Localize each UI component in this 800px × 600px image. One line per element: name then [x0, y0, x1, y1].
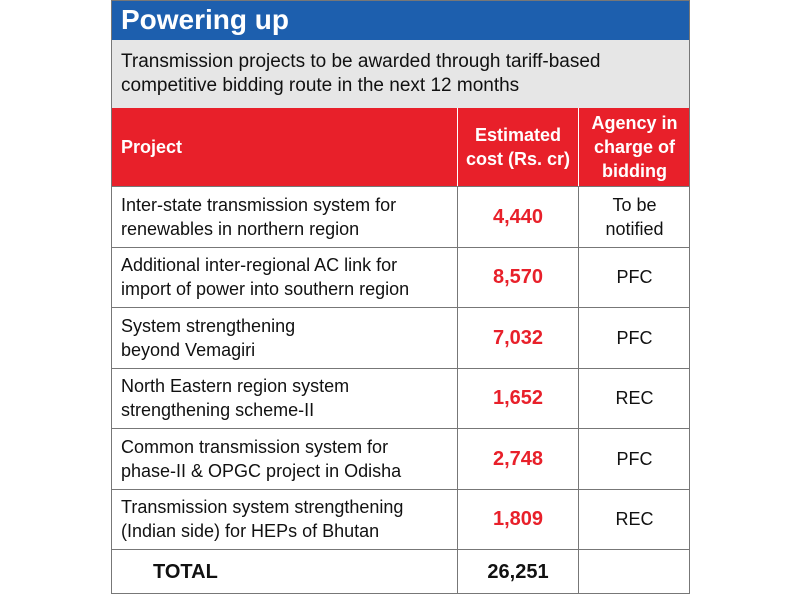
project-line: Common transmission system for: [121, 436, 389, 457]
header-cell: Estimated cost (Rs. cr): [457, 108, 578, 186]
table-card: Powering up Transmission projects to be a…: [111, 0, 690, 594]
agency-line: REC: [615, 509, 654, 530]
subtitle-band: Transmission projects to be awarded thro…: [111, 40, 690, 108]
project-line: renewables in northern region: [121, 218, 360, 239]
agency-cell: To be notified: [578, 186, 690, 247]
project-line: Inter-state transmission system for: [121, 194, 397, 215]
cost-cell: 1,809: [457, 488, 578, 549]
cost-value: 1,652: [492, 387, 544, 410]
agency-cell: REC: [578, 488, 690, 549]
title: Powering up: [121, 4, 289, 35]
total-label-cell: TOTAL: [111, 549, 457, 594]
column-header: Agency in: [591, 113, 678, 133]
cost-value: 4,440: [492, 205, 544, 228]
agency-cell: PFC: [578, 307, 690, 368]
total-cost: 26,251: [487, 561, 549, 583]
cost-cell: 4,440: [457, 186, 578, 247]
project-line: beyond Vemagiri: [121, 339, 256, 360]
title-bar: Powering up: [111, 0, 690, 40]
total-agency-cell: [578, 549, 690, 594]
column-header: charge of: [593, 137, 676, 157]
subtitle-line: competitive bidding route in the next 12…: [121, 75, 520, 96]
project-cell: Transmission system strengthening (Indian…: [111, 488, 457, 550]
total-cost-cell: 26,251: [457, 549, 578, 594]
project-line: (Indian side) for HEPs of Bhutan: [121, 521, 380, 542]
cost-cell: 2,748: [457, 428, 578, 489]
agency-line: REC: [615, 388, 654, 409]
column-header: Estimated: [474, 125, 562, 145]
agency-cell: REC: [578, 367, 690, 428]
project-cell: Common transmission system for phase-II &…: [111, 428, 457, 489]
project-line: strengthening scheme-II: [121, 400, 315, 421]
agency-line: PFC: [616, 267, 653, 288]
cost-value: 7,032: [492, 326, 544, 349]
project-line: Additional inter-regional AC link for: [121, 255, 398, 276]
column-header: Project: [121, 137, 183, 157]
project-line: System strengthening: [121, 315, 296, 336]
project-line: Transmission system strengthening: [121, 497, 404, 518]
header-cell: Agency in charge of bidding: [578, 108, 690, 186]
header-cell: Project: [111, 108, 457, 186]
column-header: cost (Rs. cr): [465, 149, 571, 169]
cost-cell: 7,032: [457, 307, 578, 368]
project-line: North Eastern region system: [121, 376, 350, 397]
cost-value: 1,809: [492, 508, 544, 531]
agency-line: PFC: [616, 448, 653, 469]
agency-line: To be: [612, 194, 657, 215]
project-cell: System strengthening beyond Vemagiri: [111, 307, 457, 368]
agency-cell: PFC: [578, 246, 690, 307]
project-cell: Inter-state transmission system for renew…: [111, 186, 457, 247]
cost-cell: 1,652: [457, 367, 578, 428]
column-header: bidding: [602, 161, 667, 181]
project-cell: North Eastern region system strengthening…: [111, 367, 457, 429]
subtitle-line: Transmission projects to be awarded thro…: [121, 51, 601, 72]
project-cell: Additional inter-regional AC link for imp…: [111, 246, 457, 308]
agency-line: notified: [605, 218, 664, 239]
project-line: phase-II & OPGC project in Odisha: [121, 460, 402, 481]
cost-value: 8,570: [492, 266, 544, 289]
cost-cell: 8,570: [457, 246, 578, 307]
total-label: TOTAL: [153, 561, 218, 583]
project-line: import of power into southern region: [121, 279, 410, 300]
cost-value: 2,748: [492, 447, 544, 470]
agency-line: PFC: [616, 327, 653, 348]
agency-cell: PFC: [578, 428, 690, 489]
